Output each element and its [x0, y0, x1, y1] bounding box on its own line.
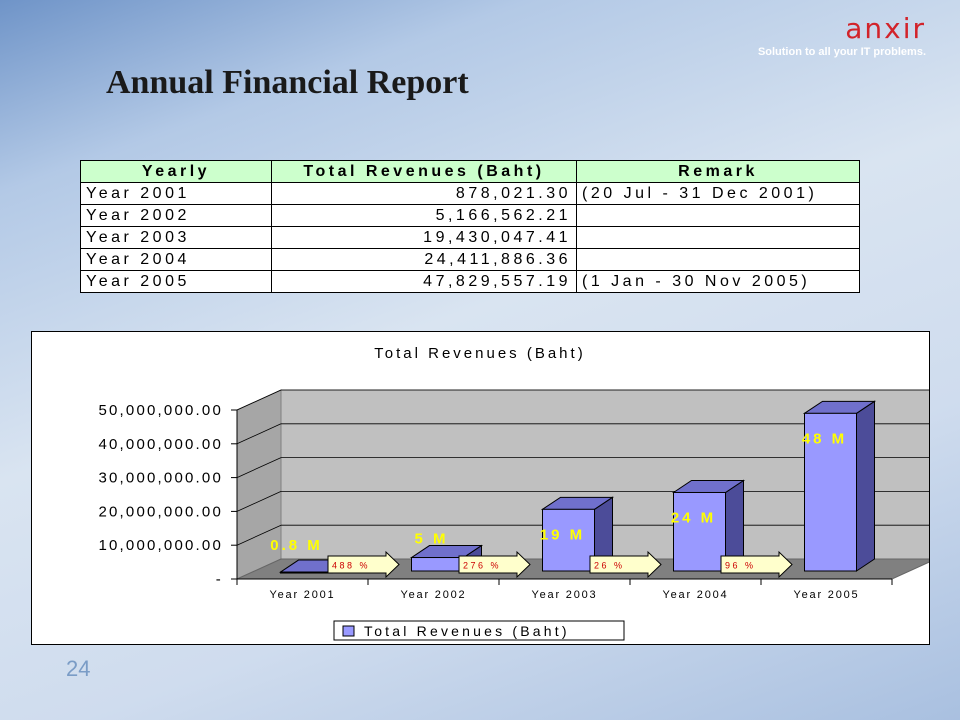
x-tick-label: Year 2002	[401, 589, 467, 601]
cell-year: Year 2004	[80, 248, 272, 271]
cell-remark	[576, 204, 860, 227]
table-row: Year 2005 47,829,557.19 (1 Jan - 30 Nov …	[80, 270, 860, 293]
header-yearly: Yearly	[80, 160, 272, 183]
bar-value-label: 0.8 M	[270, 537, 323, 554]
page-number: 24	[66, 656, 91, 681]
cell-year: Year 2002	[80, 204, 272, 227]
growth-arrow	[327, 550, 400, 579]
logo: anxir Solution to all your IT problems.	[757, 12, 926, 59]
cell-remark: (20 Jul - 31 Dec 2001)	[576, 182, 860, 205]
bar-side	[856, 400, 875, 572]
cell-revenue: 47,829,557.19	[271, 270, 577, 293]
bar-value-label: 48 M	[802, 430, 847, 447]
growth-label: 276 %	[463, 561, 501, 571]
bar-value-label: 24 M	[671, 509, 716, 526]
growth-arrow	[720, 550, 793, 579]
gridline-side	[236, 524, 282, 546]
table-row: Year 2004 24,411,886.36	[80, 248, 860, 271]
gridline-side	[236, 389, 282, 411]
bar	[411, 557, 464, 572]
logo-tagline: Solution to all your IT problems.	[757, 46, 926, 58]
cell-revenue: 19,430,047.41	[271, 226, 577, 249]
gridline-side	[236, 423, 282, 445]
growth-label: 488 %	[332, 561, 370, 571]
y-tick-label: 30,000,000.00	[98, 470, 223, 487]
legend-label: Total Revenues (Baht)	[364, 623, 570, 639]
cell-year: Year 2003	[80, 226, 272, 249]
y-tick-label: 20,000,000.00	[98, 503, 223, 520]
x-tick-label: Year 2003	[532, 589, 598, 601]
legend-box	[333, 620, 625, 641]
table-header-row: Yearly Total Revenues (Baht) Remark	[80, 160, 860, 183]
y-tick-label: 40,000,000.00	[98, 436, 223, 453]
bar-value-label: 19 M	[540, 526, 585, 543]
revenue-chart-svg: Total Revenues (Baht) - 10,000,000.00 20,00…	[98, 345, 929, 641]
cell-remark	[576, 226, 860, 249]
cell-revenue: 24,411,886.36	[271, 248, 577, 271]
gridline-side	[236, 491, 282, 512]
bar	[542, 508, 595, 572]
x-tick-label: Year 2001	[270, 589, 336, 601]
revenue-table: Yearly Total Revenues (Baht) Remark Year…	[80, 160, 860, 293]
cell-year: Year 2005	[80, 270, 272, 293]
bar	[673, 491, 726, 572]
cell-year: Year 2001	[80, 182, 272, 205]
y-tick-label: 50,000,000.00	[98, 402, 223, 419]
bar-value-label: 5 M	[414, 531, 448, 548]
bar	[804, 412, 857, 572]
cell-revenue: 5,166,562.21	[271, 204, 577, 227]
growth-arrow	[458, 550, 531, 579]
cell-revenue: 878,021.30	[271, 182, 577, 205]
y-tick-label: -	[216, 571, 223, 588]
logo-mark: anxir	[845, 12, 926, 45]
growth-label: 96 %	[725, 561, 756, 571]
header-total-revenues: Total Revenues (Baht)	[271, 160, 577, 183]
table-row: Year 2002 5,166,562.21	[80, 204, 860, 227]
chart-title: Total Revenues (Baht)	[374, 345, 585, 362]
page-title: Annual Financial Report	[106, 64, 469, 101]
cell-remark	[576, 248, 860, 271]
growth-label: 26 %	[594, 561, 625, 571]
legend-swatch	[342, 625, 355, 637]
table-row: Year 2001 878,021.30 (20 Jul - 31 Dec 20…	[80, 182, 860, 205]
x-tick-label: Year 2005	[794, 589, 860, 601]
header-remark: Remark	[576, 160, 860, 183]
revenue-chart: Total Revenues (Baht) - 10,000,000.00 20,00…	[31, 331, 930, 645]
bar	[280, 571, 333, 574]
cell-remark: (1 Jan - 30 Nov 2005)	[576, 270, 860, 293]
x-tick-label: Year 2004	[663, 589, 729, 601]
table-row: Year 2003 19,430,047.41	[80, 226, 860, 249]
y-tick-label: 10,000,000.00	[98, 537, 223, 554]
gridline-side	[236, 457, 282, 478]
growth-arrow	[589, 550, 662, 579]
